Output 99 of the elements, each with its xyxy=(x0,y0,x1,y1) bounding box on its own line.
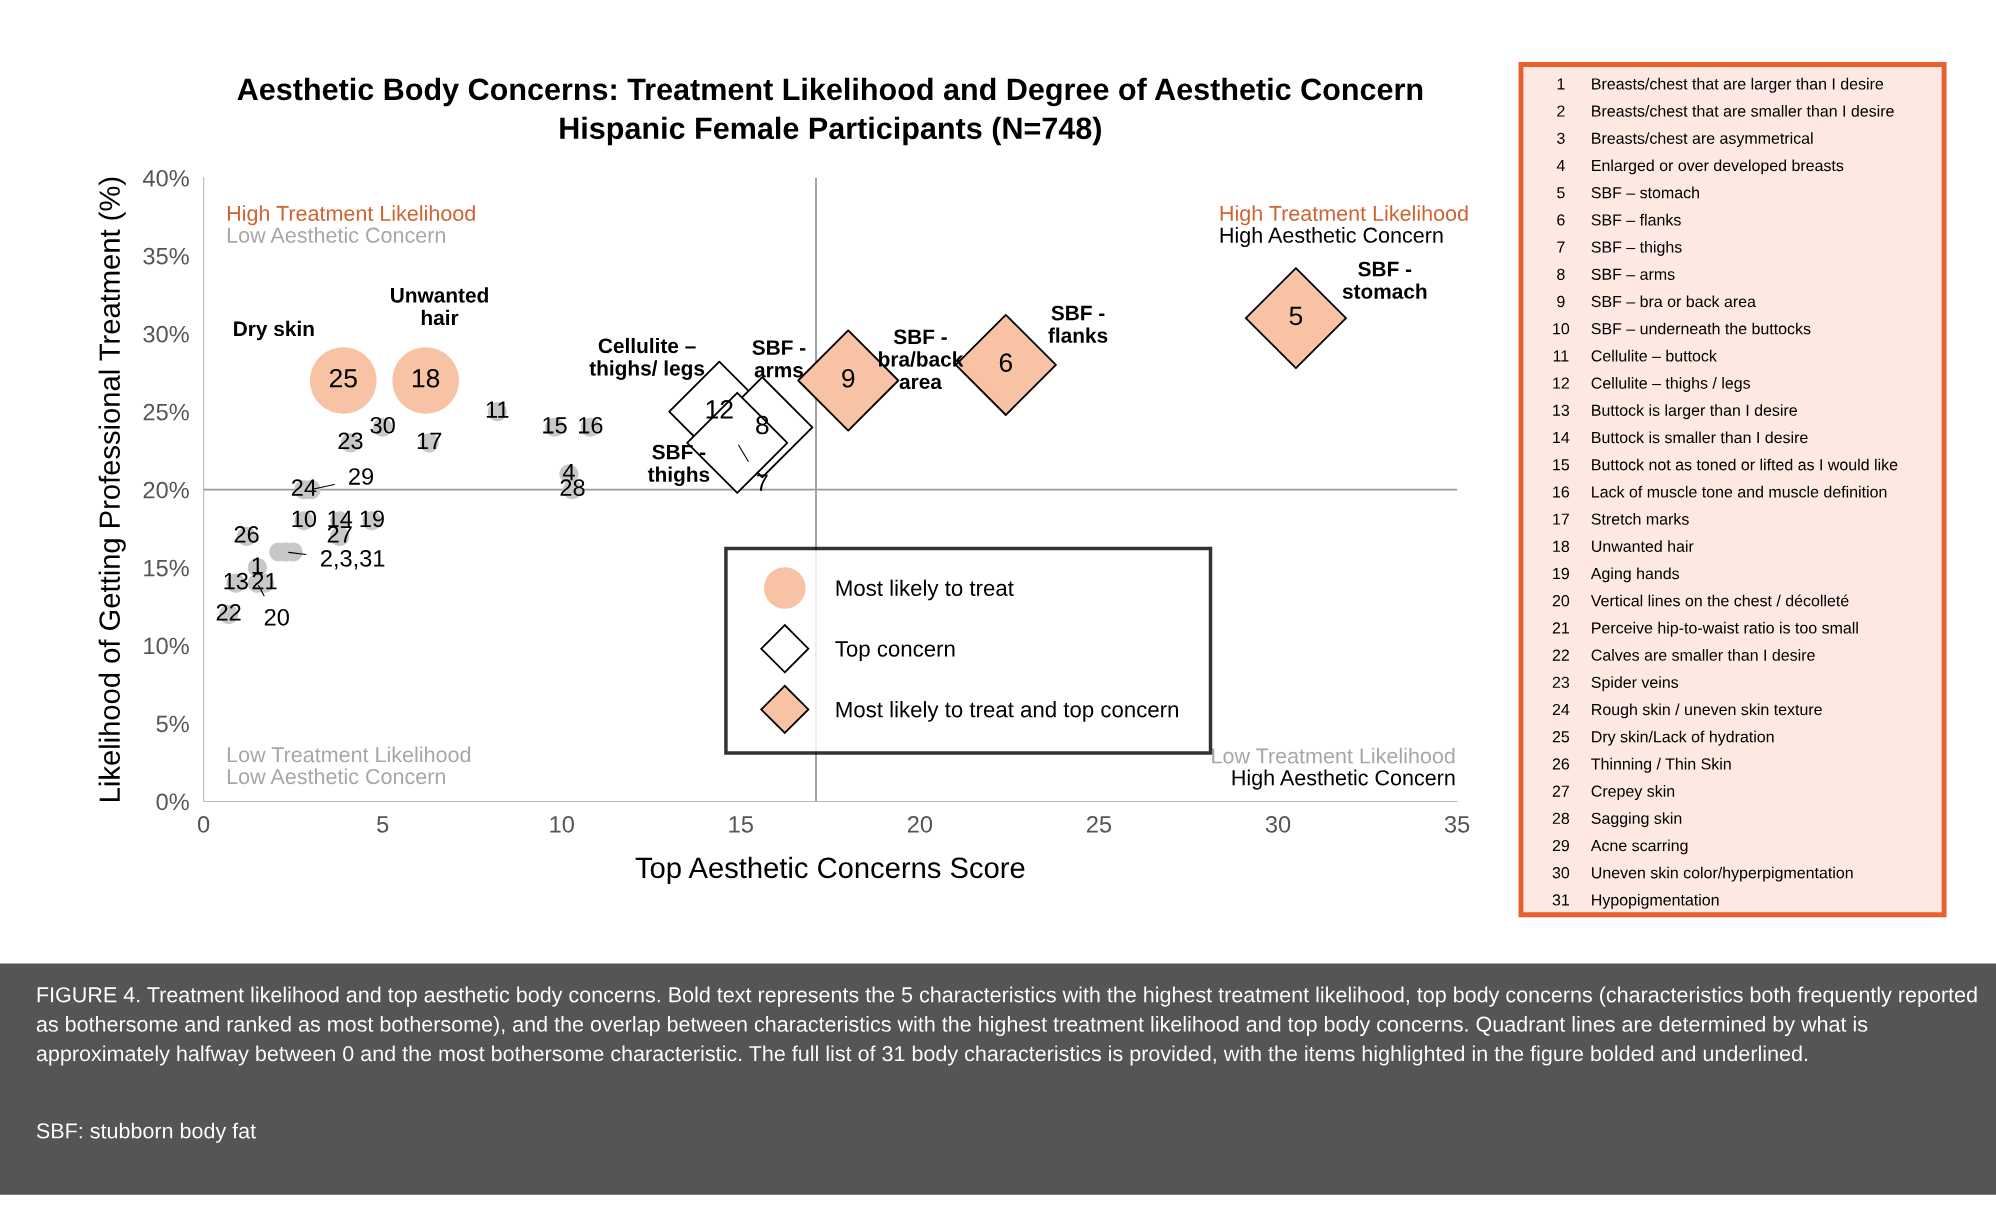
text: 3 Breasts/chest are asymmetrical xyxy=(1557,132,1813,148)
text: 12 Cellulite – thighs / legs xyxy=(1553,377,1751,392)
text: 27 Crepey skin xyxy=(1552,785,1675,800)
annotation: Low Aesthetic Concern xyxy=(227,227,445,243)
text: 16 Lack of muscle tone and muscle definition xyxy=(1553,485,1887,498)
y-tick-label: 20% xyxy=(143,481,189,499)
legend-label: Top concern xyxy=(835,641,955,662)
annotation: SBF - thighs xyxy=(647,444,710,487)
annotation: 19 xyxy=(360,510,384,528)
annotation: 18 xyxy=(412,368,440,388)
text: 26 Thinning / Thin Skin xyxy=(1552,757,1731,773)
annotation: High Aesthetic Concern xyxy=(1220,227,1443,248)
annotation: High Aesthetic Concern xyxy=(1232,769,1455,790)
x-axis-title: Top Aesthetic Concerns Score xyxy=(635,856,1025,884)
y-tick-label: 30% xyxy=(143,325,189,343)
text: 20 Vertical lines on the chest / décolleté xyxy=(1552,594,1849,607)
annotation: 5 xyxy=(1289,306,1303,326)
annotation: 17 xyxy=(417,432,442,449)
text: 15 Buttock not as toned or lifted as I would like xyxy=(1553,458,1898,471)
text: 13 Buttock is larger than I desire xyxy=(1553,404,1797,420)
annotation: Unwanted hair xyxy=(391,287,488,326)
annotation: 29 xyxy=(349,468,374,485)
y-tick-label: 0% xyxy=(156,793,189,811)
text: 4 Enlarged or over developed breasts xyxy=(1556,159,1844,175)
annotation: SBF - flanks xyxy=(1048,305,1108,343)
annotation: 10 xyxy=(292,510,317,528)
text: 29 Acne scarring xyxy=(1552,839,1688,855)
text: 10 SBF – underneath the buttocks xyxy=(1553,322,1811,335)
annotation: 2,3,31 xyxy=(321,549,385,570)
annotation: Low Treatment Likelihood xyxy=(227,746,471,763)
caption: FIGURE 4. Treatment likelihood and top aesthetic body concerns. Bold text represents the 5 characteristics with the highest treatment likelihood, top body concerns (characteristics both frequently reported as bothersome and ranked as most bothersome), and the overlap between characteristics with the highest treatment likelihood and top body concerns. Quadrant lines are determined by what is approximately halfway between 0 and the most bothersome characteristic. The full list of 31 body characteristics is provided, with the items highlighted in the figure bolded and underlined. xyxy=(36,986,1977,1066)
x-tick-label: 5 xyxy=(377,816,389,833)
annotation: SBF - stomach xyxy=(1342,261,1427,299)
x-tick-label: 35 xyxy=(1444,815,1470,833)
text: 14 Buttock is smaller than I desire xyxy=(1553,431,1808,444)
legend-label: Most likely to treat and top concern xyxy=(836,701,1178,722)
text: 22 Calves are smaller than I desire xyxy=(1552,649,1815,661)
annotation: 22 xyxy=(216,603,241,621)
x-tick-label: 30 xyxy=(1265,815,1291,833)
annotation: SBF - bra/back area xyxy=(879,329,964,390)
text: 7 SBF – thighs xyxy=(1557,241,1682,256)
text: 5 SBF – stomach xyxy=(1557,186,1699,199)
annotation: Low Aesthetic Concern xyxy=(227,768,445,785)
y-tick-label: 15% xyxy=(144,559,189,577)
annotation: 20 xyxy=(264,608,289,626)
annotation: SBF - arms xyxy=(752,340,806,378)
annotation: High Treatment Likelihood xyxy=(1220,205,1468,226)
annotation: 27 xyxy=(327,526,352,543)
y-tick-label: 40% xyxy=(142,169,189,187)
annotation: 9 xyxy=(842,368,855,388)
y-tick-label: 10% xyxy=(144,637,189,655)
text: 24 Rough skin / uneven skin texture xyxy=(1552,703,1822,719)
annotation: 13 xyxy=(224,572,248,590)
annotation: 25 xyxy=(329,368,357,388)
annotation: Dry skin xyxy=(234,320,314,341)
annotation: 8 xyxy=(756,415,769,435)
annotation: Cellulite – thighs/ legs xyxy=(589,337,705,380)
annotation: 4 xyxy=(562,463,575,481)
text: 25 Dry skin/Lack of hydration xyxy=(1552,730,1774,746)
text: SBF: stubborn body fat xyxy=(36,1122,256,1143)
x-tick-label: 25 xyxy=(1087,815,1112,833)
y-tick-label: 25% xyxy=(143,403,189,421)
chart-title: Aesthetic Body Concerns: Treatment Likelihood and Degree of Aesthetic Concern xyxy=(237,77,1423,107)
text: 2 Breasts/chest that are smaller than I desire xyxy=(1557,105,1894,117)
annotation: 30 xyxy=(370,416,395,434)
text: 8 SBF – arms xyxy=(1557,268,1675,280)
text: 9 SBF – bra or back area xyxy=(1557,295,1756,308)
annotation: 24 xyxy=(291,479,317,496)
annotation: 16 xyxy=(579,416,603,434)
text: 30 Uneven skin color/hyperpigmentation xyxy=(1552,866,1853,882)
text: 1 Breasts/chest that are larger than I desire xyxy=(1557,77,1884,93)
annotation: Low Treatment Likelihood xyxy=(1212,747,1455,764)
text: 31 Hypopigmentation xyxy=(1552,893,1719,909)
annotation: 6 xyxy=(999,353,1012,372)
annotation: 15 xyxy=(543,417,567,434)
annotation: 26 xyxy=(234,526,259,543)
x-tick-label: 0 xyxy=(197,815,210,833)
x-tick-label: 10 xyxy=(550,815,574,833)
text: 21 Perceive hip-to-waist ratio is too small xyxy=(1552,621,1858,637)
y-tick-label: 35% xyxy=(143,247,189,265)
text: 17 Stretch marks xyxy=(1553,513,1689,525)
annotation: 28 xyxy=(560,479,585,496)
annotation: 11 xyxy=(486,401,509,418)
legend-label: Most likely to treat xyxy=(836,579,1014,601)
y-tick-label: 5% xyxy=(156,715,189,733)
text: 18 Unwanted hair xyxy=(1553,540,1694,552)
text: 28 Sagging skin xyxy=(1552,812,1682,828)
chart-subtitle: Hispanic Female Participants (N=748) xyxy=(560,116,1101,146)
annotation: 14 xyxy=(328,510,353,527)
annotation: High Treatment Likelihood xyxy=(227,205,475,226)
text: 11 Cellulite – buttock xyxy=(1553,349,1717,362)
annotation: 21 xyxy=(252,572,277,590)
y-axis-title: Likelihood of Getting Professional Treatment (%) xyxy=(98,177,126,801)
x-tick-label: 20 xyxy=(907,815,933,833)
x-tick-label: 15 xyxy=(729,816,753,833)
text: 6 SBF – flanks xyxy=(1557,213,1681,226)
text: 23 Spider veins xyxy=(1552,676,1679,692)
annotation: 23 xyxy=(338,432,363,450)
text: 19 Aging hands xyxy=(1553,567,1680,583)
